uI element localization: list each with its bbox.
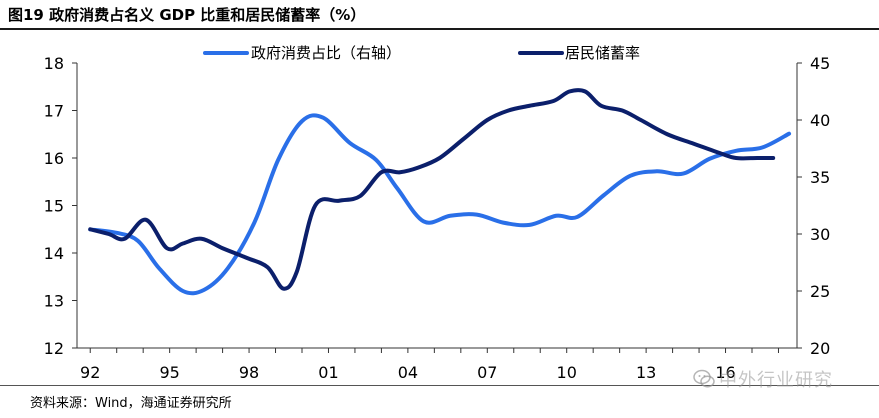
watermark-text: 中外行业研究: [719, 370, 833, 391]
series-line-1: [88, 113, 792, 296]
right-tick-label: 20: [810, 339, 830, 358]
left-tick-label: 15: [44, 197, 64, 216]
chart-legend: 政府消费占比（右轴） 居民储蓄率: [203, 44, 640, 62]
legend-label-2: 居民储蓄率: [565, 44, 640, 62]
footer-rule: [0, 385, 879, 386]
legend-label-1: 政府消费占比（右轴）: [251, 44, 401, 62]
left-tick-label: 13: [44, 292, 64, 311]
series-line-2: [88, 88, 776, 291]
right-tick-label: 40: [810, 111, 830, 130]
right-tick-label: 30: [810, 225, 830, 244]
x-tick-label: 16: [715, 363, 735, 382]
left-tick-label: 14: [44, 244, 64, 263]
x-tick-label: 98: [239, 363, 259, 382]
watermark: 中外行业研究: [693, 366, 833, 392]
right-tick-label: 45: [810, 54, 830, 73]
source-note: 资料来源：Wind，海通证券研究所: [30, 396, 232, 411]
left-tick-label: 18: [44, 54, 64, 73]
chart-ticks: 12 13 14 15 16 17 18 20 25 30 35 40 45 92 95 98 01 04 07 10…: [44, 54, 831, 382]
x-tick-label: 01: [318, 363, 338, 382]
figure-title: 图19 政府消费占名义 GDP 比重和居民储蓄率（%）: [8, 6, 366, 24]
x-tick-label: 04: [398, 363, 418, 382]
x-tick-label: 95: [159, 363, 179, 382]
x-tick-label: 92: [80, 363, 100, 382]
right-tick-label: 25: [810, 282, 830, 301]
left-tick-label: 12: [44, 339, 64, 358]
chart-axes: [76, 63, 798, 349]
x-tick-label: 07: [477, 363, 497, 382]
left-tick-label: 16: [44, 149, 64, 168]
left-tick-label: 17: [44, 102, 64, 121]
right-tick-label: 35: [810, 168, 830, 187]
title-rule: [0, 28, 879, 30]
x-tick-label: 10: [557, 363, 577, 382]
wechat-icon: [693, 369, 715, 388]
x-tick-label: 13: [636, 363, 656, 382]
chart-series-lines: [88, 88, 792, 296]
